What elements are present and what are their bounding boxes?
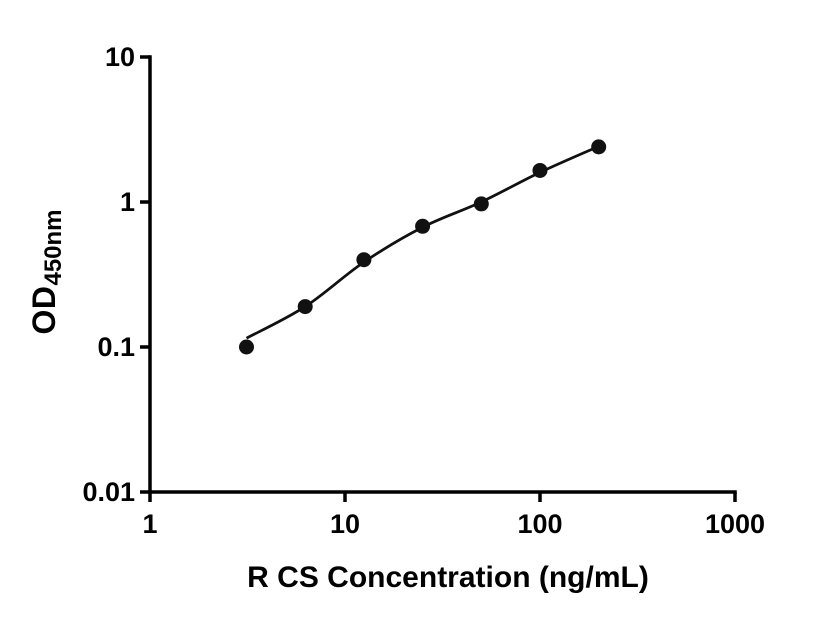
x-tick-label: 100 — [517, 509, 562, 539]
y-axis-title: OD450nm — [26, 209, 68, 334]
x-tick-label: 1 — [142, 509, 157, 539]
data-point — [297, 299, 313, 315]
data-point — [532, 162, 548, 178]
data-point — [238, 339, 254, 355]
x-tick-label: 10 — [330, 509, 360, 539]
data-point — [415, 218, 431, 234]
data-point — [473, 196, 489, 212]
x-tick-label: 1000 — [705, 509, 765, 539]
y-tick-label: 1 — [120, 187, 135, 217]
data-point — [591, 139, 607, 155]
y-axis-title-main: OD — [26, 285, 62, 335]
y-tick-label: 10 — [105, 42, 135, 72]
y-tick-label: 0.1 — [97, 332, 135, 362]
x-axis-title: R CS Concentration (ng/mL) — [247, 561, 649, 594]
y-axis-title-subscript: 450nm — [40, 209, 67, 286]
data-point — [356, 252, 372, 268]
y-tick-label: 0.01 — [82, 477, 135, 507]
